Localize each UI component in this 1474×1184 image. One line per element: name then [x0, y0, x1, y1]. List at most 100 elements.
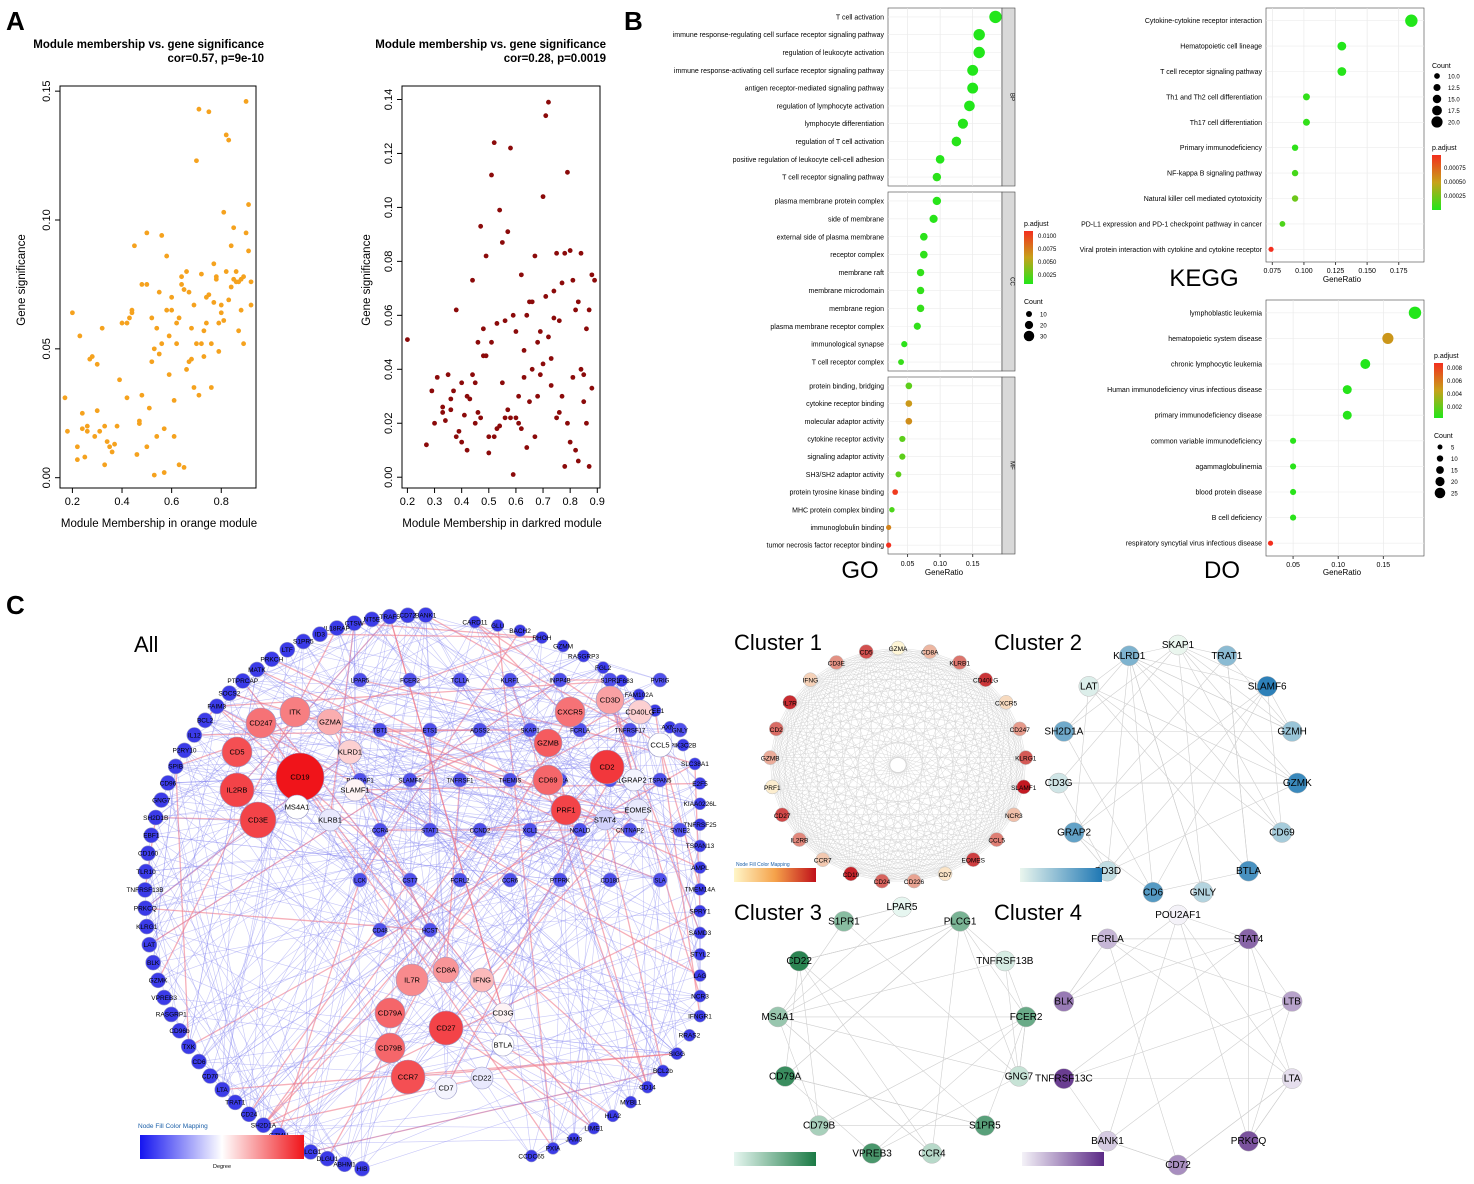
network-edge: [263, 616, 391, 1126]
cluster-node-label: CD3D: [1094, 866, 1121, 877]
network-edge: [565, 809, 595, 1129]
network-edge: [638, 694, 648, 1088]
cluster-edge: [772, 786, 852, 874]
network-node: [197, 712, 213, 729]
scatter1-point: [199, 341, 204, 347]
network-edge: [299, 776, 311, 1152]
network-edge: [147, 853, 431, 931]
network-node-label: SOCS2: [218, 690, 240, 697]
scatter1-xtick-label: 0.2: [65, 496, 80, 508]
go-legend-size-title: Count: [1024, 299, 1043, 306]
cluster1-edges: [770, 647, 1026, 882]
cluster-node: [1238, 1130, 1259, 1152]
cluster-node-label: CD2: [770, 727, 783, 734]
go-legend-size-dot: [1025, 310, 1033, 318]
cluster-node: [767, 1006, 789, 1028]
scatter2-point: [578, 250, 584, 256]
network-node: [693, 989, 707, 1003]
scatter1-point: [151, 472, 157, 478]
network-edge: [429, 910, 701, 931]
network-node-label: CCR7: [398, 1072, 418, 1081]
network-node: [249, 661, 265, 678]
cluster-edge: [929, 651, 1007, 703]
network-node: [395, 963, 429, 997]
network-edge: [149, 944, 295, 1145]
network-edge: [389, 729, 431, 1014]
scatter2-point: [586, 307, 592, 313]
cluster-node-label: CD3E: [828, 660, 846, 667]
network-node: [595, 685, 625, 715]
network-node-label: BLK: [147, 960, 160, 967]
scatter2-xtick-label: 0.9: [590, 496, 605, 508]
cluster-node: [1015, 1006, 1037, 1028]
network-node-label: TNFRSF25: [684, 822, 717, 829]
scatter2-point: [589, 385, 595, 391]
network-edge: [344, 1015, 701, 1165]
cluster-edge: [897, 647, 915, 882]
cluster-edge: [929, 651, 1014, 815]
network-edge: [502, 645, 564, 1046]
scatter2-point: [570, 277, 576, 283]
scatter2-point: [497, 423, 503, 429]
network-edge: [411, 645, 564, 981]
network-edge: [479, 729, 532, 1157]
network-edge: [552, 727, 671, 1149]
network-edge: [336, 627, 361, 681]
cluster-edge: [776, 662, 960, 730]
network-node-label: CD6: [192, 1059, 205, 1066]
scatter2-ytick-label: 0.14: [383, 89, 395, 110]
network-node-label: RASGRP1: [156, 1012, 187, 1019]
scatter1-point: [226, 137, 232, 143]
network-node: [180, 1038, 197, 1055]
network-node-label: LAG: [693, 973, 706, 980]
go-bp-dot: [989, 10, 1002, 24]
scatter1-point: [169, 294, 175, 300]
network-edge: [389, 779, 661, 1049]
scatter1-point: [154, 325, 160, 331]
cluster-edge: [973, 757, 1026, 860]
network-edge: [529, 829, 661, 881]
go-bp-dot: [967, 82, 979, 94]
network-node-label: TXK: [182, 1044, 195, 1051]
network-edge: [326, 711, 571, 1159]
cluster-node: [1216, 645, 1238, 667]
network-node: [693, 797, 707, 811]
cluster-node: [994, 950, 1016, 972]
network-edge: [639, 711, 661, 881]
cluster-edge: [789, 702, 800, 840]
scatter2-point: [459, 439, 465, 445]
network-node: [255, 1117, 272, 1133]
cluster-edge: [776, 728, 800, 840]
scatter1-point: [144, 444, 150, 450]
go-bp-dot: [951, 136, 962, 147]
network-edge: [409, 779, 511, 881]
scatter2-point: [524, 312, 530, 318]
scatter2-title: Module membership vs. gene significance: [375, 39, 606, 51]
cluster-edge: [1063, 644, 1179, 732]
cluster1-title: Cluster 1: [734, 630, 822, 655]
scatter1-point: [84, 423, 90, 429]
scatter2-point: [505, 407, 511, 413]
network-edge: [194, 734, 361, 881]
cluster-edge: [866, 651, 1024, 788]
scatter2-point: [486, 450, 492, 456]
cluster-node: [763, 750, 778, 765]
cluster-node-label: IL7R: [783, 700, 797, 707]
network-node: [693, 1009, 707, 1023]
cluster-edge: [866, 651, 997, 840]
cluster-edge: [772, 647, 899, 788]
network-node-label: CD247: [249, 718, 272, 727]
network-node-label: FAM102A: [625, 692, 654, 699]
cluster-node-label: POU2AF1: [1155, 910, 1201, 921]
cluster-node-label: CCR4: [918, 1148, 946, 1159]
network-edge: [184, 750, 264, 1126]
scatter2-point: [440, 404, 446, 410]
go-mf-term-label: SH3/SH2 adaptor activity: [806, 472, 885, 479]
scatter2-xtick-label: 0.6: [508, 496, 523, 508]
network-edge: [234, 779, 549, 1103]
cluster-edge: [772, 679, 811, 787]
kegg-legend-size-dot: [1432, 105, 1442, 116]
cluster-node-label: GZMA: [889, 646, 908, 653]
go-mf-term-label: MHC protein complex binding: [792, 507, 884, 514]
cluster-node-label: CD6: [1143, 887, 1163, 898]
